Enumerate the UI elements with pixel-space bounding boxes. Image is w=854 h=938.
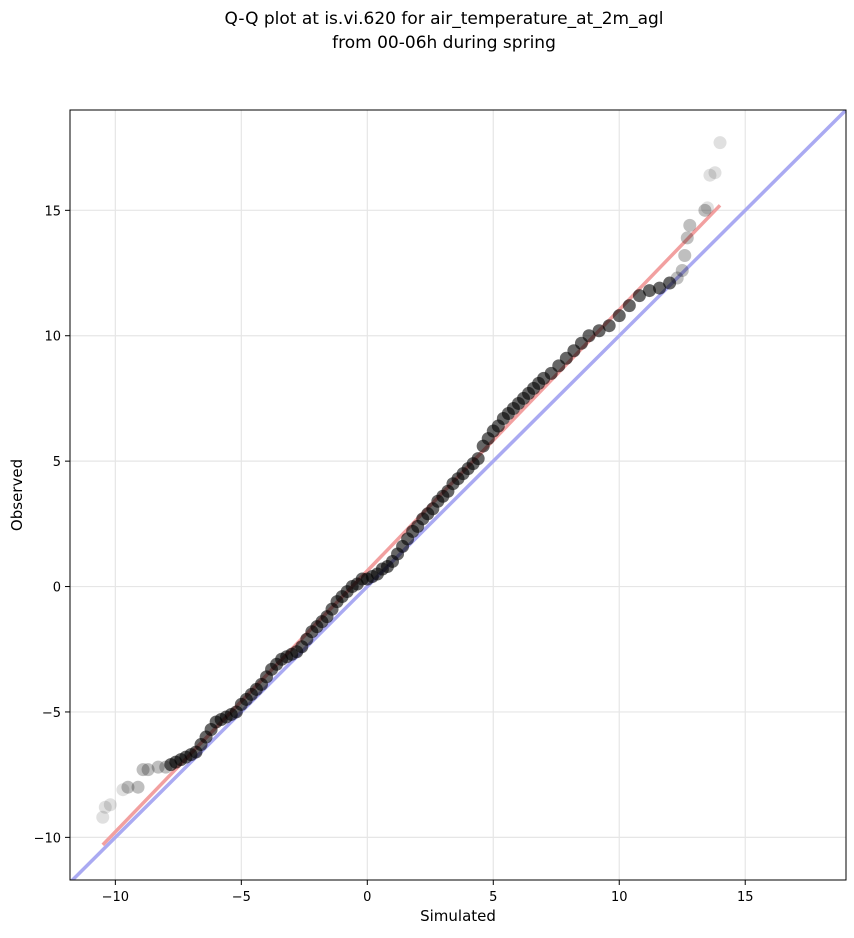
data-point (612, 309, 626, 323)
y-tick-label: 5 (53, 455, 61, 470)
chart-title-line-1: Q-Q plot at is.vi.620 for air_temperatur… (224, 9, 663, 29)
x-tick-label: 5 (489, 890, 497, 905)
data-point (700, 201, 714, 215)
y-axis-label: Observed (8, 459, 26, 531)
data-point (592, 324, 606, 338)
y-axis-ticks: −10 −5 0 5 10 15 (34, 204, 70, 846)
y-tick-label: 10 (44, 330, 61, 345)
data-point (121, 780, 135, 794)
x-axis-label: Simulated (420, 907, 496, 925)
data-point (103, 798, 117, 812)
x-tick-label: −5 (232, 890, 251, 905)
data-point (632, 289, 646, 303)
data-point (653, 281, 667, 295)
data-points (96, 136, 727, 824)
data-point (670, 271, 684, 285)
data-point (151, 760, 165, 774)
data-point (116, 783, 130, 797)
data-point (675, 264, 689, 278)
y-tick-label: −10 (34, 831, 61, 846)
x-axis-ticks: −10 −5 0 5 10 15 (102, 880, 754, 905)
x-tick-label: 15 (737, 890, 754, 905)
data-point (703, 168, 717, 182)
plot-area-frame (69, 109, 847, 881)
data-point (602, 319, 616, 333)
data-point (663, 276, 677, 290)
y-tick-label: −5 (42, 706, 61, 721)
y-tick-label: 15 (44, 204, 61, 219)
data-point (141, 763, 155, 777)
data-point (708, 166, 722, 180)
data-point (678, 248, 692, 262)
data-point (622, 299, 636, 313)
y-tick-label: 0 (53, 581, 61, 596)
data-point (582, 329, 596, 343)
x-tick-label: −10 (102, 890, 129, 905)
data-point (96, 810, 110, 824)
data-point (98, 800, 112, 814)
data-point (683, 218, 697, 232)
chart-title-line-2: from 00-06h during spring (332, 33, 556, 53)
data-point (713, 136, 727, 150)
x-tick-label: 10 (611, 890, 628, 905)
data-point (642, 284, 656, 298)
data-point (136, 763, 150, 777)
grid (70, 110, 846, 880)
data-point (698, 203, 712, 217)
data-point (131, 780, 145, 794)
data-point (680, 231, 694, 245)
data-point (471, 452, 485, 466)
x-tick-label: 0 (363, 890, 371, 905)
